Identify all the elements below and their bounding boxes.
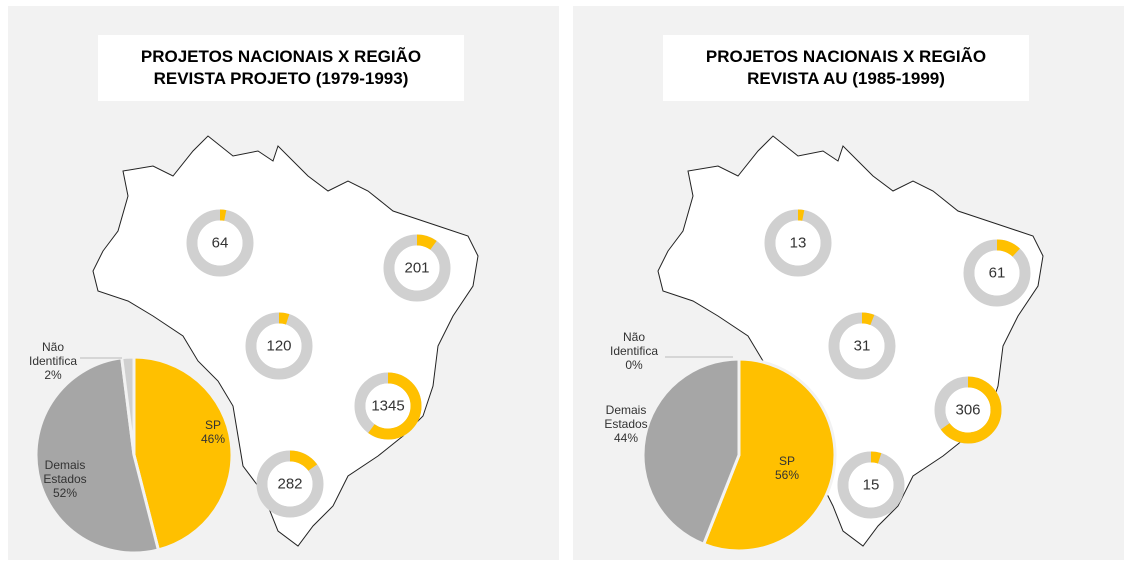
panel: 64 201 120 1345 282 PROJETOS NACIONAIS X REG… bbox=[8, 6, 559, 560]
donut-share bbox=[934, 376, 1002, 444]
donut-hole bbox=[394, 245, 440, 291]
value-label: 0% bbox=[625, 358, 643, 372]
donut-hole bbox=[256, 323, 302, 369]
pie-slice bbox=[701, 357, 837, 553]
donut-share bbox=[256, 450, 324, 518]
panel: 13 61 31 306 15 PROJETOS NACIONAIS X REGIÃO R… bbox=[573, 6, 1124, 560]
value-label: 2% bbox=[44, 368, 62, 382]
donut-label: 31 bbox=[854, 338, 871, 355]
chart: 13 61 31 306 15 bbox=[641, 135, 1044, 553]
donut-hole bbox=[848, 462, 894, 508]
donut-share bbox=[354, 372, 422, 440]
donut-label: 61 bbox=[989, 265, 1006, 282]
donut-label: 13 bbox=[790, 235, 807, 252]
donut-share bbox=[828, 312, 896, 380]
pie-label: SP 46% bbox=[178, 418, 248, 446]
chart: 64 201 120 1345 282 bbox=[34, 135, 479, 555]
donut-label: 15 bbox=[863, 477, 880, 494]
donut-share bbox=[764, 209, 832, 277]
pie-label: Demais Estados 44% bbox=[591, 403, 661, 445]
donut-share bbox=[383, 234, 451, 302]
category-label: SP bbox=[204, 418, 221, 432]
donut-hole bbox=[775, 220, 821, 266]
donut-hole bbox=[974, 250, 1020, 296]
category-label: Demais Estados bbox=[604, 403, 648, 431]
category-label: SP bbox=[778, 454, 795, 468]
donut-hole bbox=[197, 220, 243, 266]
donut-hole bbox=[267, 461, 313, 507]
pie-label: Demais Estados 52% bbox=[30, 458, 100, 500]
title: PROJETOS NACIONAIS X REGIÃO bbox=[140, 47, 422, 66]
donut-label: 1345 bbox=[371, 398, 404, 415]
value-label: 44% bbox=[613, 431, 639, 445]
pie-label: SP 56% bbox=[752, 454, 822, 482]
donut-label: 282 bbox=[277, 476, 302, 493]
pie-slice bbox=[641, 357, 741, 547]
pie-label: Não Identifica 2% bbox=[18, 340, 88, 382]
donut-share bbox=[245, 312, 313, 380]
donut-label: 201 bbox=[404, 260, 429, 277]
donut-hole bbox=[945, 387, 991, 433]
donut-hole bbox=[365, 383, 411, 429]
subtitle: REVISTA PROJETO (1979-1993) bbox=[153, 69, 409, 88]
title-box: PROJETOS NACIONAIS X REGIÃO REVISTA AU (1… bbox=[663, 35, 1029, 101]
pie-label: Não Identifica 0% bbox=[599, 330, 669, 372]
category-label: Não Identifica bbox=[28, 340, 78, 368]
value-label: 52% bbox=[52, 486, 78, 500]
donut-share bbox=[186, 209, 254, 277]
pie-slice bbox=[132, 355, 234, 552]
donut-hole bbox=[839, 323, 885, 369]
title-box: PROJETOS NACIONAIS X REGIÃO REVISTA PROJE… bbox=[98, 35, 464, 101]
category-label: Não Identifica bbox=[609, 330, 659, 358]
donut-share bbox=[837, 451, 905, 519]
title: PROJETOS NACIONAIS X REGIÃO bbox=[705, 47, 987, 66]
donut-label: 64 bbox=[212, 235, 229, 252]
donut-share bbox=[963, 239, 1031, 307]
donut-label: 120 bbox=[266, 338, 291, 355]
value-label: 56% bbox=[774, 468, 800, 482]
donut-label: 306 bbox=[955, 402, 980, 419]
value-label: 46% bbox=[200, 432, 226, 446]
subtitle: REVISTA AU (1985-1999) bbox=[747, 69, 945, 88]
category-label: Demais Estados bbox=[43, 458, 87, 486]
